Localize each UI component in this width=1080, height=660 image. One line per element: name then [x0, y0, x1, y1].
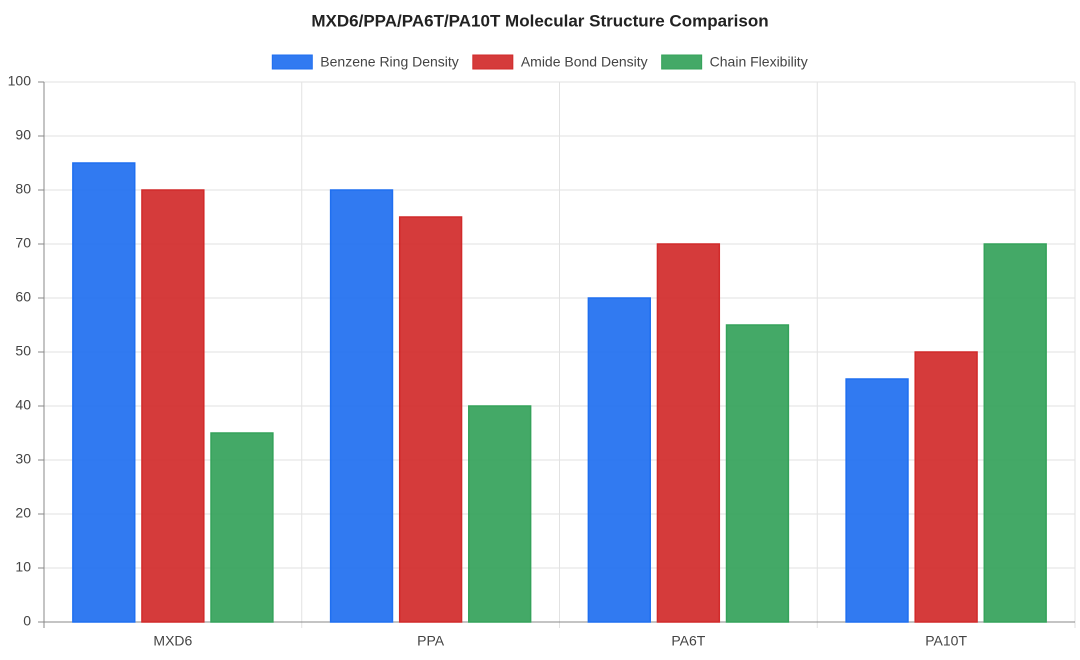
chart-title: MXD6/PPA/PA6T/PA10T Molecular Structure …: [311, 11, 768, 30]
legend-swatch: [472, 54, 514, 70]
bar: [72, 162, 136, 623]
y-tick-label: 10: [15, 559, 31, 575]
x-tick-label: PA6T: [671, 633, 705, 649]
y-tick-label: 50: [15, 343, 31, 359]
y-tick-label: 40: [15, 397, 31, 413]
bar: [141, 189, 205, 623]
y-tick-label: 70: [15, 235, 31, 251]
x-tick-label: PA10T: [925, 633, 967, 649]
bar: [398, 216, 463, 623]
y-tick-label: 20: [15, 505, 31, 521]
bar: [210, 432, 274, 623]
y-tick-label: 90: [15, 127, 31, 143]
legend-swatch: [661, 54, 703, 70]
legend-label: Benzene Ring Density: [320, 54, 459, 70]
y-tick-label: 60: [15, 289, 31, 305]
x-tick-label: PPA: [417, 633, 445, 649]
bar: [725, 324, 790, 623]
legend-label: Amide Bond Density: [521, 54, 648, 70]
legend-label: Chain Flexibility: [710, 54, 808, 70]
bar: [468, 405, 532, 623]
bar: [845, 378, 909, 623]
x-tick-label: MXD6: [153, 633, 192, 649]
bar: [656, 243, 721, 623]
y-tick-label: 0: [23, 613, 31, 629]
bar: [914, 351, 978, 623]
bar: [983, 243, 1047, 623]
y-tick-label: 80: [15, 181, 31, 197]
bar: [587, 297, 651, 623]
y-tick-label: 100: [8, 73, 32, 89]
legend-swatch: [271, 54, 313, 70]
bar: [329, 189, 394, 623]
y-tick-label: 30: [15, 451, 31, 467]
